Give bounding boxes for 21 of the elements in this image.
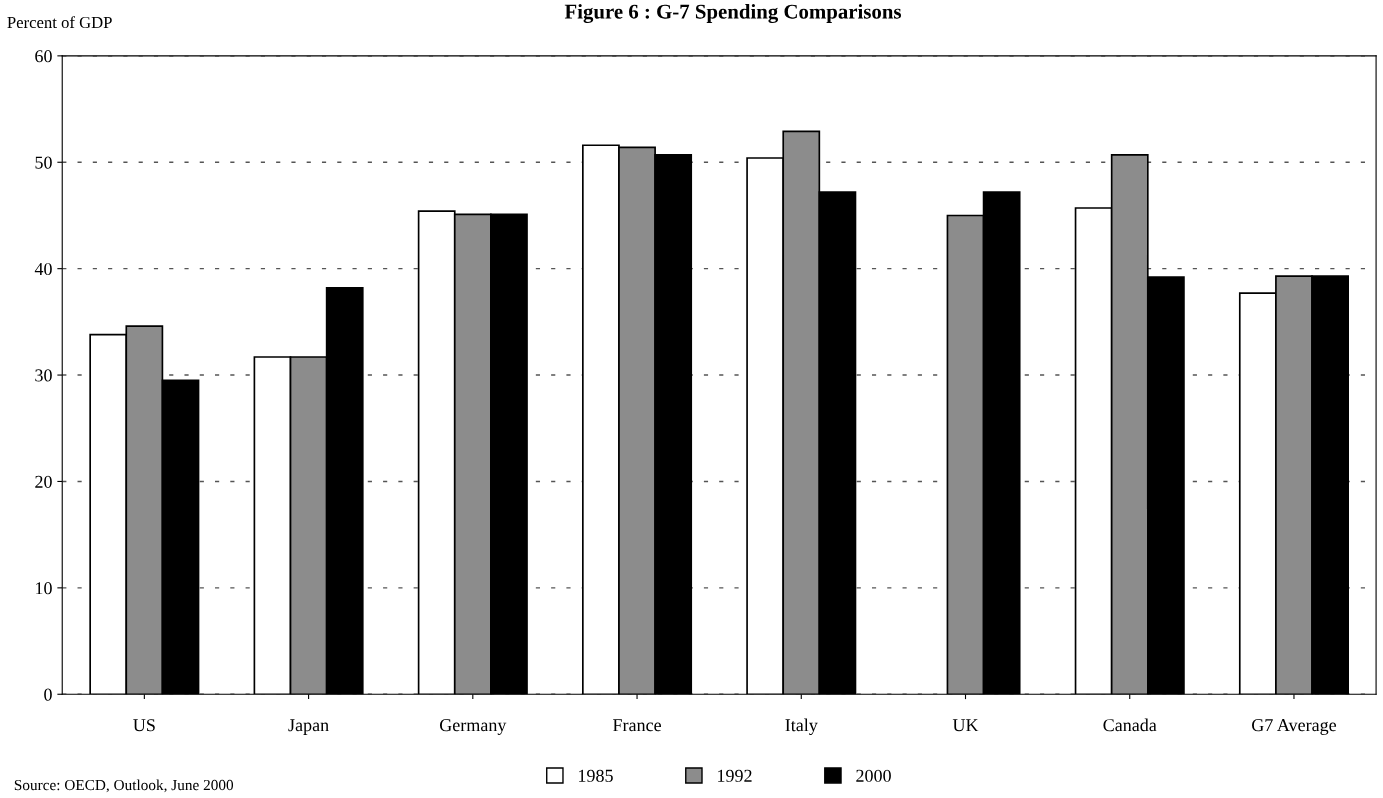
- y-tick-label: 50: [35, 156, 52, 169]
- x-tick-label: Canada: [1103, 718, 1157, 732]
- chart-title: Figure 6 : G-7 Spending Comparisons: [564, 3, 902, 24]
- legend-label: 1985: [579, 769, 613, 782]
- y-tick-label: 0: [44, 688, 52, 701]
- y-tick-label: 40: [34, 262, 52, 276]
- y-axis-title: Percent of GDP: [7, 16, 112, 29]
- y-tick-label: 20: [35, 475, 52, 488]
- x-tick-label: Italy: [785, 718, 818, 735]
- x-tick-label: Germany: [439, 719, 507, 735]
- x-tick-label: UK: [952, 719, 979, 732]
- y-tick-label: 60: [35, 50, 52, 63]
- source-note: Source: OECD, Outlook, June 2000: [14, 779, 234, 793]
- x-tick-label: G7 Average: [1252, 719, 1337, 735]
- y-tick-label: 30: [35, 369, 52, 382]
- y-tick-label: 10: [36, 582, 52, 595]
- legend-label: 1992: [718, 769, 752, 782]
- legend-label: 2000: [856, 769, 891, 782]
- x-tick-label: US: [133, 719, 155, 732]
- x-tick-label: France: [613, 719, 661, 732]
- x-tick-label: Japan: [288, 719, 329, 735]
